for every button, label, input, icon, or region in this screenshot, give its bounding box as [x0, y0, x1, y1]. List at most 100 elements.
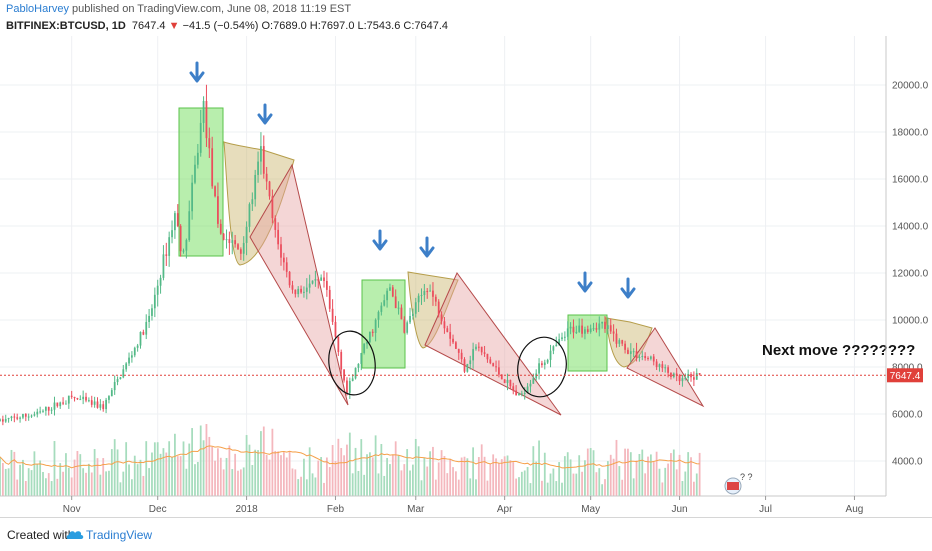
- svg-text:7647.4: 7647.4: [890, 371, 921, 382]
- candle: [543, 359, 546, 370]
- candle: [446, 325, 449, 333]
- candle: [357, 363, 360, 373]
- candle: [337, 336, 340, 356]
- tradingview-brand-link[interactable]: TradingView: [86, 528, 153, 542]
- candle: [563, 331, 566, 342]
- green-box-3: [567, 314, 608, 372]
- volume-bar: [122, 471, 125, 496]
- y-tick-label: 8000.0: [892, 363, 923, 374]
- volume-bar: [182, 441, 185, 496]
- volume-bar: [202, 440, 205, 496]
- volume-bar: [469, 478, 472, 496]
- candle: [477, 342, 480, 352]
- volume-bar: [56, 478, 59, 496]
- candle: [202, 96, 205, 133]
- volume-bar: [285, 457, 288, 496]
- candle: [67, 395, 70, 409]
- volume-bar: [325, 457, 328, 496]
- candle: [661, 361, 664, 372]
- candle: [73, 396, 76, 402]
- candle: [102, 400, 105, 412]
- volume-bar: [225, 457, 228, 496]
- candle: [308, 274, 311, 294]
- volume-bar: [541, 480, 543, 496]
- candle: [325, 272, 328, 297]
- volume-bar: [79, 454, 82, 496]
- candle: [231, 231, 234, 255]
- candlestick-chart[interactable]: Next move ???????? 4000.0 6000.0 8000.0 100…: [0, 36, 932, 516]
- candle: [578, 318, 581, 333]
- green-box-2: [361, 279, 406, 369]
- volume-bar: [621, 479, 624, 496]
- volume-bar: [523, 470, 526, 496]
- circle-marker-2: [517, 336, 567, 398]
- flag-icon[interactable]: ? ?: [724, 472, 753, 495]
- candle: [592, 322, 595, 332]
- author-link[interactable]: PabloHarvey: [6, 3, 69, 15]
- volume-bar: [205, 424, 208, 496]
- candle: [572, 319, 575, 339]
- down-arrow-icon: [577, 271, 593, 293]
- volume-bar: [125, 442, 128, 496]
- candle: [423, 283, 426, 302]
- volume-bar: [351, 473, 354, 496]
- volume-bar: [380, 443, 383, 496]
- candle: [460, 349, 463, 363]
- volume-bar: [412, 464, 414, 496]
- down-arrow-icon: [419, 236, 435, 258]
- candle: [165, 242, 168, 267]
- candle: [541, 360, 543, 368]
- candle: [695, 368, 698, 380]
- candle: [234, 234, 237, 248]
- volume-bar: [675, 469, 678, 496]
- volume-bar: [670, 453, 672, 496]
- volume-bar: [518, 477, 520, 496]
- volume-bar: [563, 456, 566, 496]
- candle: [606, 317, 609, 335]
- candle: [469, 355, 472, 370]
- volume-bar: [538, 440, 540, 496]
- candle: [113, 375, 116, 395]
- time-axis[interactable]: Nov Dec 2018 Feb Mar Apr May Jun Jul Aug: [63, 496, 864, 515]
- candle: [546, 358, 549, 365]
- volume-bar: [334, 461, 337, 496]
- volume-bar: [70, 477, 73, 496]
- candle: [191, 174, 193, 220]
- volume-bar: [374, 435, 377, 496]
- candle: [437, 299, 440, 318]
- volume-bar: [440, 450, 443, 496]
- volume-bar: [282, 452, 285, 496]
- candle: [303, 286, 305, 298]
- volume-bar: [592, 450, 595, 496]
- candle: [409, 307, 411, 325]
- tradingview-logo-icon[interactable]: [66, 527, 84, 546]
- y-tick-label: 14000.0: [892, 222, 929, 233]
- volume-bar: [145, 441, 148, 496]
- chart-background: [0, 36, 932, 496]
- volume-bar: [153, 442, 156, 496]
- candle: [652, 354, 655, 366]
- svg-text:? ?: ? ?: [740, 472, 753, 482]
- volume-bar: [466, 458, 469, 496]
- candle: [684, 373, 687, 381]
- volume-bar: [457, 479, 460, 496]
- volume-bar: [486, 480, 489, 496]
- candle: [225, 229, 228, 249]
- candle: [466, 363, 469, 373]
- candle: [248, 202, 251, 233]
- volume-bar: [581, 471, 583, 496]
- candle: [675, 368, 678, 382]
- candle: [420, 288, 423, 305]
- candle: [317, 277, 320, 289]
- candle: [168, 231, 171, 267]
- candle: [538, 358, 540, 380]
- price-axis[interactable]: 4000.0 6000.0 8000.0 10000.0 12000.0 14000.0 1…: [892, 81, 929, 468]
- candle: [128, 352, 130, 367]
- candle: [294, 289, 297, 298]
- volume-bar: [420, 480, 423, 496]
- candle: [320, 274, 323, 281]
- candle: [635, 342, 638, 362]
- candle: [96, 397, 99, 409]
- candle: [414, 297, 417, 318]
- candle: [194, 155, 196, 185]
